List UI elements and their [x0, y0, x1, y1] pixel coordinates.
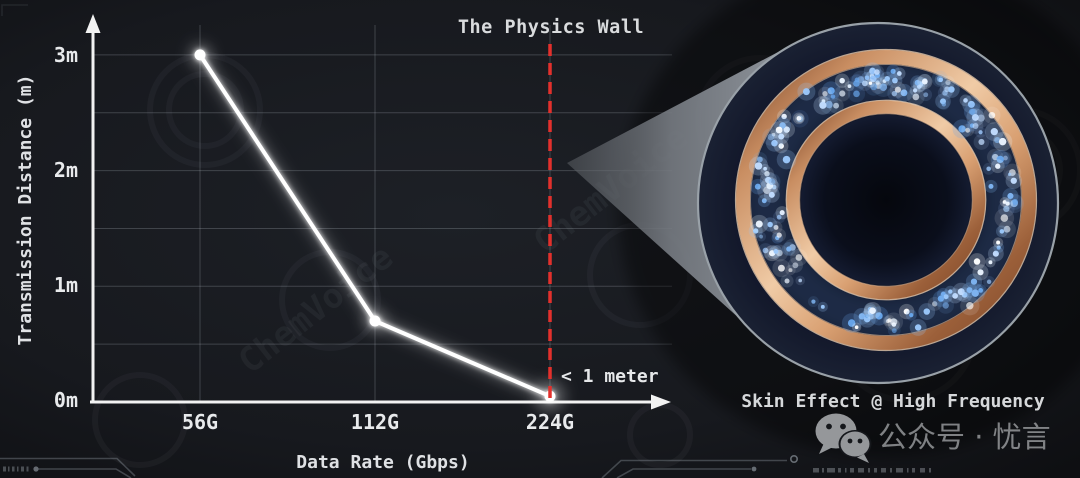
circuit-trace-decor	[0, 4, 931, 478]
micro-text-decor	[813, 468, 931, 473]
x-axis-label: Data Rate (Gbps)	[296, 452, 469, 473]
wire-cross-section	[696, 21, 1060, 385]
line-chart: 3m 2m 1m 0m 56G 112G 224G Transmission D…	[15, 14, 672, 473]
wall-annotation: < 1 meter	[561, 366, 659, 387]
electron-dots	[748, 62, 1024, 338]
x-tick-56g: 56G	[182, 410, 218, 434]
watermark-label: 公众号 · 忧言	[878, 420, 1051, 454]
x-tick-224g: 224G	[526, 410, 574, 434]
inset-caption: Skin Effect @ High Frequency	[741, 391, 1045, 412]
inner-copper-highlight	[785, 99, 987, 301]
y-axis	[85, 14, 101, 403]
wechat-icon	[815, 413, 872, 463]
x-tick-112g: 112G	[351, 410, 399, 434]
y-tick-3m: 3m	[54, 43, 78, 67]
data-point-56G	[194, 49, 206, 61]
x-axis-arrowhead	[651, 394, 671, 410]
data-point-112G	[369, 315, 381, 327]
footer-watermark: 公众号 · 忧言	[815, 413, 1051, 463]
inner-copper-highlight	[799, 113, 973, 287]
outer-copper-highlight	[750, 64, 1022, 336]
micro-text-decor	[3, 466, 29, 472]
outer-copper-ring	[736, 50, 1036, 350]
series-transmission-distance	[189, 43, 565, 412]
inner-copper-ring	[786, 100, 986, 300]
wire-hollow-core	[801, 115, 971, 285]
y-tick-2m: 2m	[54, 158, 78, 182]
outer-copper-highlight	[734, 48, 1038, 352]
y-tick-1m: 1m	[54, 273, 78, 297]
y-axis-arrowhead	[85, 14, 101, 33]
y-axis-label: Transmission Distance (m)	[15, 75, 36, 346]
chart-title: The Physics Wall	[458, 17, 644, 38]
y-tick-0m: 0m	[54, 388, 78, 412]
